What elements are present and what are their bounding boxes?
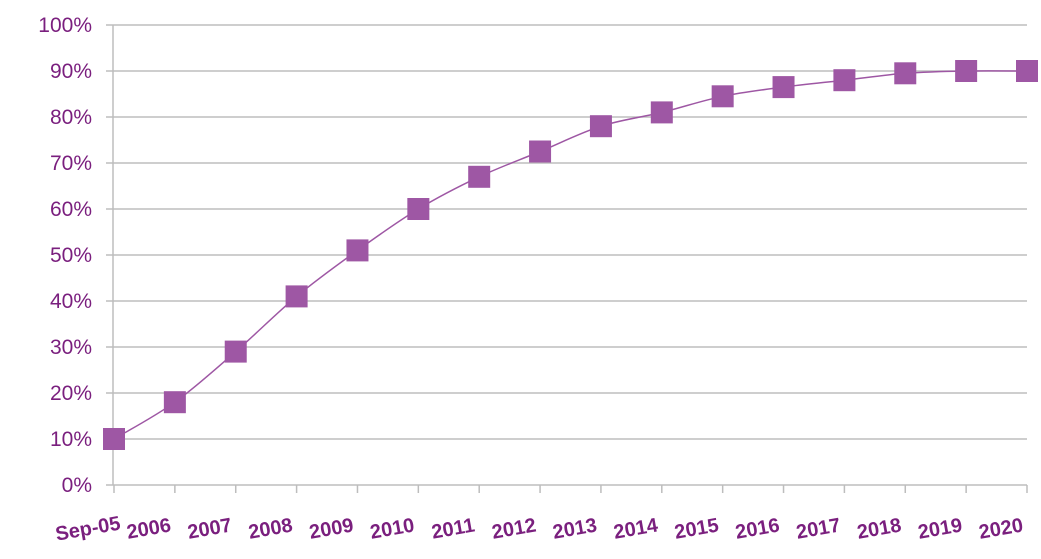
y-tick-label: 0% — [62, 474, 92, 497]
data-point-marker — [285, 285, 308, 308]
y-tick-label: 20% — [50, 382, 92, 405]
series — [103, 60, 1038, 450]
data-point-marker — [468, 165, 491, 188]
x-tick-label: 2008 — [247, 514, 295, 543]
data-point-marker — [163, 391, 186, 414]
data-point-marker — [407, 198, 430, 220]
x-tick-label: 2019 — [916, 514, 964, 543]
data-point-marker — [346, 239, 369, 262]
x-tick-label: 2014 — [612, 514, 661, 544]
y-tick-label: 40% — [50, 290, 92, 313]
x-tick-label: 2017 — [795, 514, 843, 543]
y-tick-label: 100% — [38, 14, 92, 37]
data-point-marker — [224, 340, 247, 363]
x-tick-label: 2020 — [977, 514, 1025, 543]
x-tick-label: 2009 — [308, 514, 356, 543]
x-tick-label: 2010 — [368, 514, 416, 543]
data-point-marker — [833, 69, 856, 92]
y-tick-label: 70% — [50, 152, 92, 175]
x-tick-label: 2013 — [551, 514, 599, 543]
x-tick-label: 2016 — [734, 514, 782, 543]
data-point-marker — [650, 101, 673, 124]
x-tick-label: Sep-05 — [54, 513, 122, 546]
x-tick-label: 2011 — [430, 514, 477, 543]
y-tick-label: 80% — [50, 106, 92, 129]
axes — [106, 24, 1028, 493]
y-tick-labels: 0% 10% 20% 30% 40% 50% 60% 70% 80% 90% 100% — [38, 14, 92, 497]
x-tick-label: 2007 — [186, 514, 234, 543]
data-point-marker — [711, 85, 734, 108]
y-tick-label: 10% — [50, 428, 92, 451]
y-tick-label: 30% — [50, 336, 92, 359]
x-tick-labels: Sep-05 2006 2007 2008 2009 2010 2011 2012 2013 20… — [54, 513, 1025, 546]
y-tick-label: 50% — [50, 244, 92, 267]
data-point-marker — [103, 428, 125, 450]
y-tick-label: 60% — [50, 198, 92, 221]
x-tick-label: 2018 — [855, 514, 903, 543]
data-point-marker — [1016, 60, 1038, 82]
data-point-marker — [772, 76, 795, 99]
x-tick-label: 2015 — [673, 514, 721, 543]
x-tick-label: 2006 — [125, 514, 173, 543]
data-point-marker — [894, 62, 917, 85]
data-point-marker — [589, 115, 612, 138]
data-point-marker — [529, 140, 552, 163]
y-tick-label: 90% — [50, 60, 92, 83]
x-tick-label: 2012 — [490, 514, 538, 543]
gridlines — [113, 24, 1027, 440]
data-point-marker — [955, 60, 978, 82]
